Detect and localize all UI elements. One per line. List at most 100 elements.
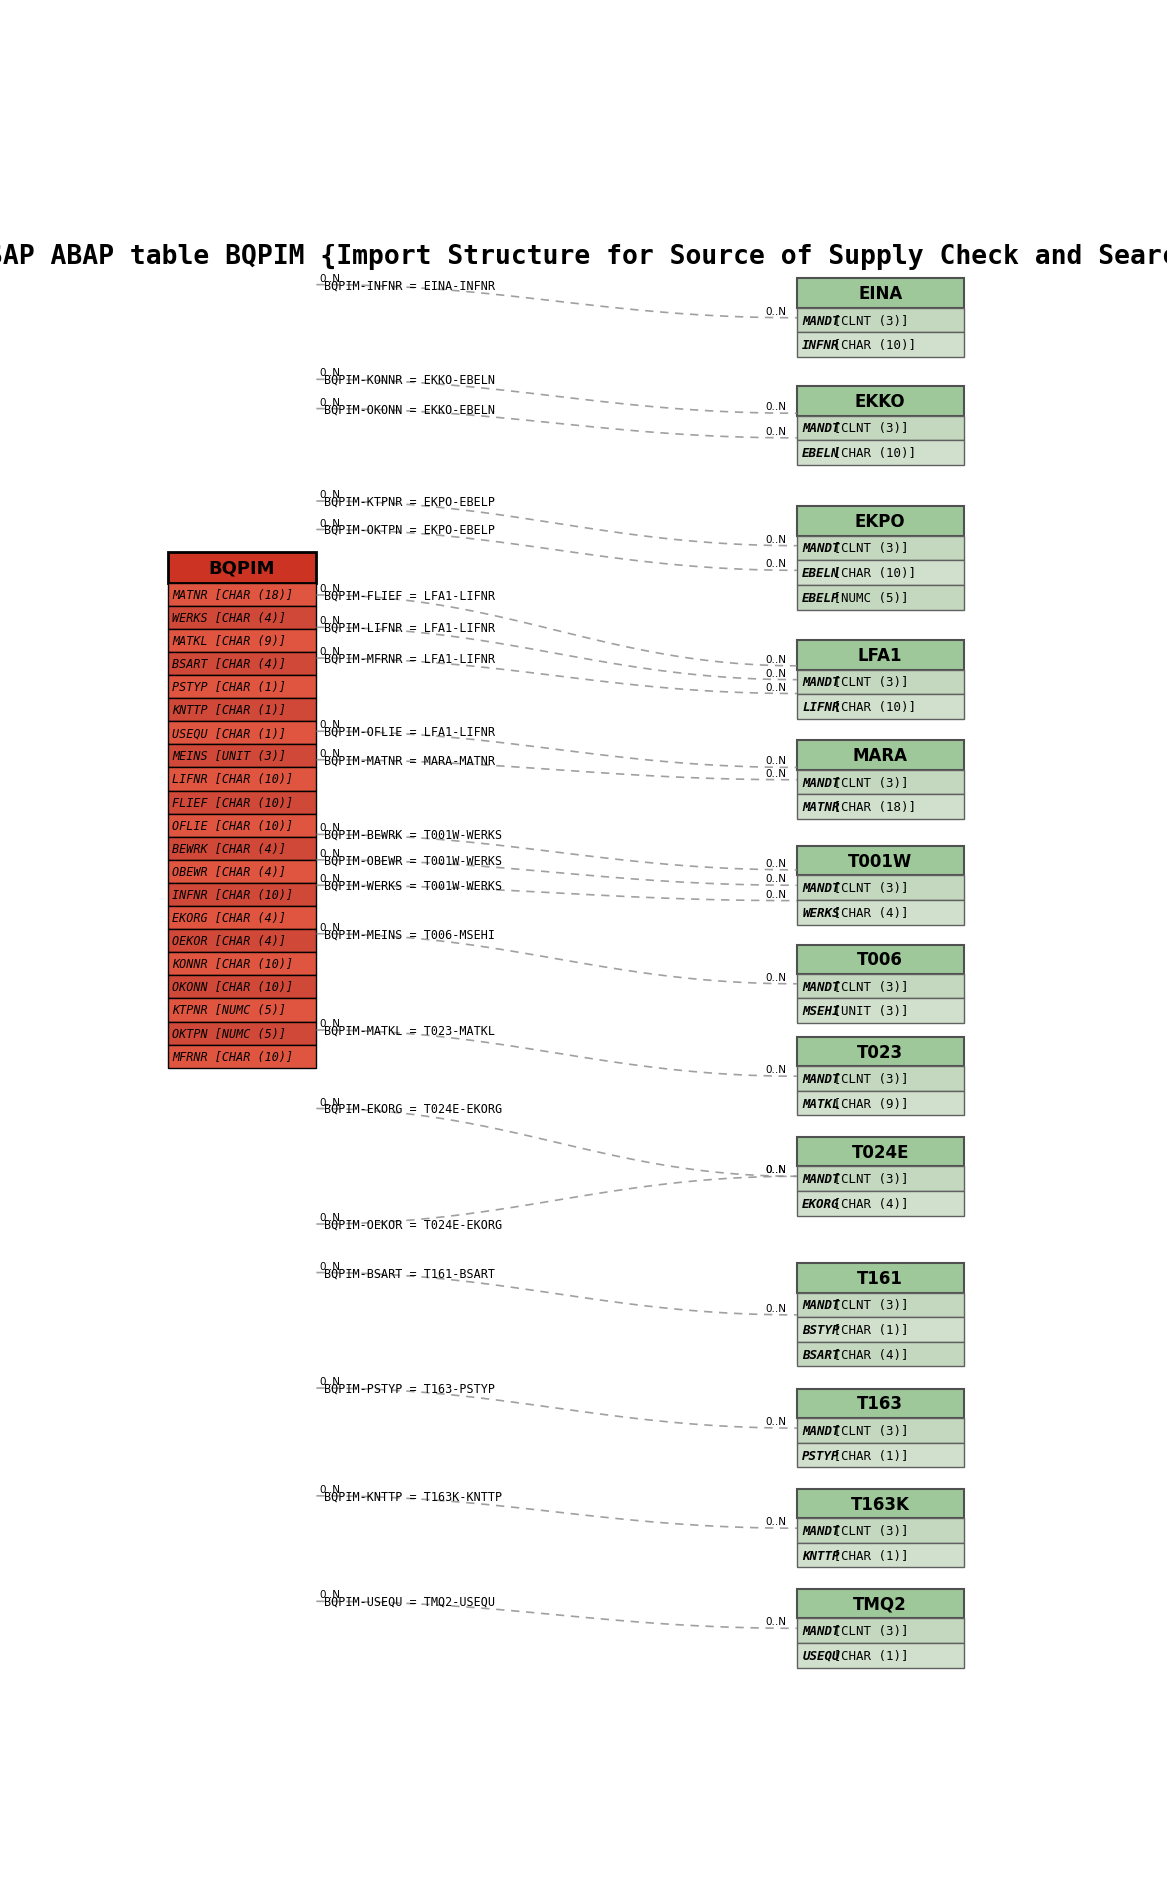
Text: 0..N: 0..N [320, 518, 341, 528]
FancyBboxPatch shape [168, 605, 316, 630]
Text: INFNR: INFNR [802, 340, 840, 351]
Text: BQPIM-INFNR = EINA-INFNR: BQPIM-INFNR = EINA-INFNR [324, 279, 495, 292]
Text: [CLNT (3)]: [CLNT (3)] [826, 1524, 909, 1537]
Text: BQPIM-KTPNR = EKPO-EBELP: BQPIM-KTPNR = EKPO-EBELP [324, 495, 495, 509]
Text: OKTPN [NUMC (5)]: OKTPN [NUMC (5)] [173, 1027, 286, 1040]
FancyBboxPatch shape [797, 1192, 964, 1217]
FancyBboxPatch shape [797, 1619, 964, 1644]
Text: MANDT: MANDT [802, 1524, 840, 1537]
FancyBboxPatch shape [797, 875, 964, 900]
Text: [CLNT (3)]: [CLNT (3)] [826, 543, 909, 556]
Text: BQPIM-KNTTP = T163K-KNTTP: BQPIM-KNTTP = T163K-KNTTP [324, 1490, 502, 1503]
FancyBboxPatch shape [797, 279, 964, 309]
Text: LFA1: LFA1 [858, 647, 902, 664]
FancyBboxPatch shape [168, 676, 316, 698]
Text: [CHAR (1)]: [CHAR (1)] [826, 1448, 909, 1461]
Text: 0..N: 0..N [320, 824, 341, 833]
Text: 0..N: 0..N [766, 1416, 787, 1427]
Text: PSTYP [CHAR (1)]: PSTYP [CHAR (1)] [173, 681, 286, 693]
Text: 0..N: 0..N [320, 1484, 341, 1494]
Text: [CLNT (3)]: [CLNT (3)] [826, 979, 909, 993]
Text: BEWRK [CHAR (4)]: BEWRK [CHAR (4)] [173, 843, 286, 856]
Text: [CLNT (3)]: [CLNT (3)] [826, 881, 909, 894]
Text: [CLNT (3)]: [CLNT (3)] [826, 1173, 909, 1186]
FancyBboxPatch shape [797, 795, 964, 820]
Text: FLIEF [CHAR (10)]: FLIEF [CHAR (10)] [173, 795, 293, 809]
FancyBboxPatch shape [797, 642, 964, 670]
Text: BQPIM-PSTYP = T163-PSTYP: BQPIM-PSTYP = T163-PSTYP [324, 1382, 495, 1395]
Text: 0..N: 0..N [320, 873, 341, 884]
Text: T161: T161 [858, 1270, 903, 1287]
Text: WERKS: WERKS [802, 905, 840, 919]
Text: OBEWR [CHAR (4)]: OBEWR [CHAR (4)] [173, 865, 286, 879]
Text: [CHAR (10)]: [CHAR (10)] [826, 568, 916, 579]
Text: KNTTP [CHAR (1)]: KNTTP [CHAR (1)] [173, 704, 286, 717]
FancyBboxPatch shape [168, 552, 316, 583]
FancyBboxPatch shape [797, 1418, 964, 1442]
Text: 0..N: 0..N [320, 1213, 341, 1222]
Text: MANDT: MANDT [802, 1298, 840, 1312]
Text: [CHAR (1)]: [CHAR (1)] [826, 1323, 909, 1336]
Text: 0..N: 0..N [766, 858, 787, 869]
FancyBboxPatch shape [168, 744, 316, 769]
FancyBboxPatch shape [168, 1046, 316, 1069]
FancyBboxPatch shape [797, 440, 964, 465]
FancyBboxPatch shape [168, 791, 316, 814]
Text: BQPIM-KONNR = EKKO-EBELN: BQPIM-KONNR = EKKO-EBELN [324, 374, 495, 387]
Text: BQPIM-MATKL = T023-MATKL: BQPIM-MATKL = T023-MATKL [324, 1023, 495, 1036]
Text: USEQU [CHAR (1)]: USEQU [CHAR (1)] [173, 727, 286, 740]
Text: BQPIM-BSART = T161-BSART: BQPIM-BSART = T161-BSART [324, 1266, 495, 1279]
FancyBboxPatch shape [797, 1518, 964, 1543]
Text: EKKO: EKKO [855, 393, 906, 410]
Text: [CHAR (10)]: [CHAR (10)] [826, 446, 916, 459]
Text: 0..N: 0..N [766, 1517, 787, 1526]
FancyBboxPatch shape [168, 837, 316, 860]
Text: BQPIM-LIFNR = LFA1-LIFNR: BQPIM-LIFNR = LFA1-LIFNR [324, 621, 495, 634]
FancyBboxPatch shape [797, 1589, 964, 1619]
Text: 0..N: 0..N [766, 1065, 787, 1074]
Text: 0..N: 0..N [320, 719, 341, 731]
FancyBboxPatch shape [797, 1317, 964, 1342]
Text: MATKL [CHAR (9)]: MATKL [CHAR (9)] [173, 634, 286, 647]
Text: 0..N: 0..N [766, 307, 787, 317]
FancyBboxPatch shape [797, 1137, 964, 1167]
Text: BQPIM-OFLIE = LFA1-LIFNR: BQPIM-OFLIE = LFA1-LIFNR [324, 725, 495, 738]
Text: [NUMC (5)]: [NUMC (5)] [826, 592, 909, 604]
Text: BSART: BSART [802, 1348, 840, 1361]
Text: 0..N: 0..N [766, 668, 787, 678]
Text: [UNIT (3)]: [UNIT (3)] [826, 1004, 909, 1017]
Text: [CLNT (3)]: [CLNT (3)] [826, 776, 909, 790]
Text: 0..N: 0..N [766, 535, 787, 545]
Text: BSART [CHAR (4)]: BSART [CHAR (4)] [173, 657, 286, 670]
FancyBboxPatch shape [797, 1644, 964, 1668]
Text: [CLNT (3)]: [CLNT (3)] [826, 1072, 909, 1086]
Text: MATNR [CHAR (18)]: MATNR [CHAR (18)] [173, 588, 293, 602]
Text: MANDT: MANDT [802, 315, 840, 326]
Text: MSEHI: MSEHI [802, 1004, 840, 1017]
Text: 0..N: 0..N [320, 1260, 341, 1272]
Text: 0..N: 0..N [320, 848, 341, 858]
Text: KTPNR [NUMC (5)]: KTPNR [NUMC (5)] [173, 1004, 286, 1017]
Text: [CLNT (3)]: [CLNT (3)] [826, 1298, 909, 1312]
Text: 0..N: 0..N [766, 560, 787, 569]
Text: 0..N: 0..N [320, 368, 341, 378]
Text: [CLNT (3)]: [CLNT (3)] [826, 1625, 909, 1638]
Text: 0..N: 0..N [766, 890, 787, 900]
Text: [CLNT (3)]: [CLNT (3)] [826, 315, 909, 326]
Text: MANDT: MANDT [802, 979, 840, 993]
FancyBboxPatch shape [797, 1442, 964, 1467]
Text: BQPIM-OEKOR = T024E-EKORG: BQPIM-OEKOR = T024E-EKORG [324, 1219, 502, 1232]
Text: TMQ2: TMQ2 [853, 1594, 907, 1613]
Text: MEINS [UNIT (3)]: MEINS [UNIT (3)] [173, 750, 286, 763]
Text: 0..N: 0..N [766, 873, 787, 884]
FancyBboxPatch shape [168, 976, 316, 998]
Text: BQPIM-EKORG = T024E-EKORG: BQPIM-EKORG = T024E-EKORG [324, 1103, 502, 1116]
Text: LIFNR: LIFNR [802, 700, 840, 714]
FancyBboxPatch shape [797, 974, 964, 998]
Text: EINA: EINA [858, 285, 902, 304]
Text: 0..N: 0..N [320, 748, 341, 759]
Text: MATNR: MATNR [802, 801, 840, 814]
Text: INFNR [CHAR (10)]: INFNR [CHAR (10)] [173, 888, 293, 902]
FancyBboxPatch shape [797, 847, 964, 875]
FancyBboxPatch shape [797, 387, 964, 416]
